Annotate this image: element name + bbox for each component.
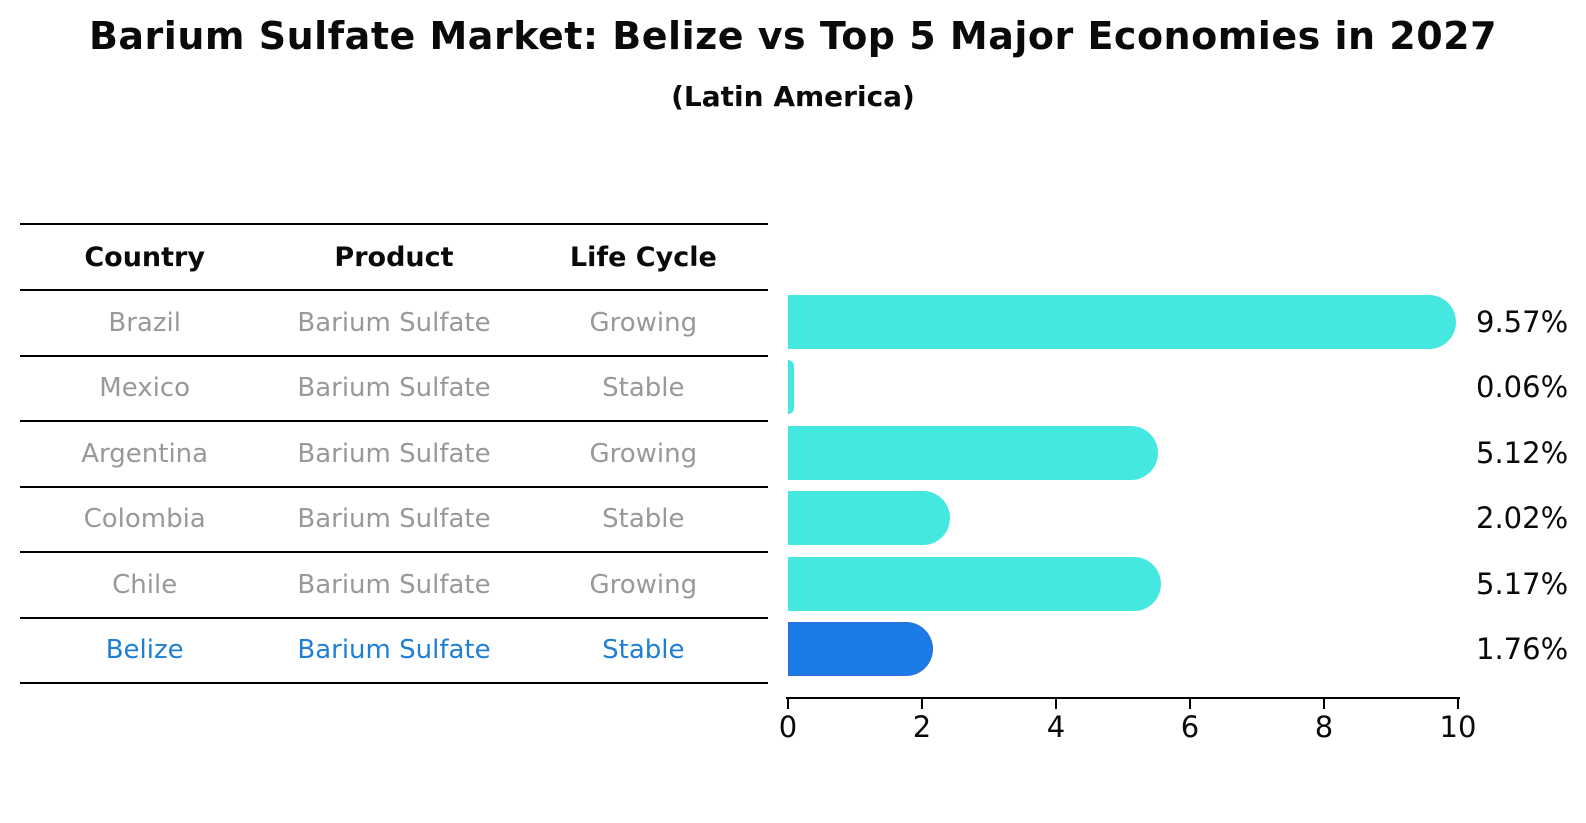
table-row: Mexico Barium Sulfate Stable [20, 357, 768, 422]
table-cell-country: Mexico [99, 373, 191, 404]
x-axis-tick-label: 8 [1314, 710, 1334, 744]
bar-argentina [788, 425, 1159, 480]
table-cell-country: Colombia [83, 504, 206, 535]
table-cell-life-cycle: Stable [602, 635, 685, 666]
bar-colombia [788, 491, 951, 545]
table-row: Colombia Barium Sulfate Stable [20, 488, 768, 553]
table-cell-country: Chile [112, 569, 178, 600]
x-axis-tick [1457, 699, 1459, 709]
bar-value-label: 9.57% [1476, 304, 1569, 339]
x-axis-tick [787, 699, 789, 709]
table-cell-product: Barium Sulfate [297, 504, 491, 535]
bar-value-label: 1.76% [1476, 632, 1569, 667]
table-rows: Brazil Barium Sulfate Growing Mexico Barium … [20, 291, 768, 684]
table-cell-product: Barium Sulfate [297, 438, 491, 469]
x-axis-tick [921, 699, 923, 709]
x-axis-tick [1323, 699, 1325, 709]
column-header-product: Product [334, 241, 454, 273]
column-header-life-cycle: Life Cycle [569, 241, 717, 273]
table-cell-country: Belize [105, 635, 184, 666]
bar-belize [788, 622, 933, 676]
bar-mexico [788, 360, 794, 414]
table-cell-life-cycle: Stable [602, 504, 685, 535]
table-cell-product: Barium Sulfate [297, 569, 491, 600]
country-table: Country Product Life Cycle Brazil Barium … [20, 223, 768, 684]
x-axis-tick-label: 10 [1439, 710, 1477, 744]
table-row: Argentina Barium Sulfate Growing [20, 422, 768, 488]
table-cell-life-cycle: Growing [589, 438, 698, 469]
table-row: Brazil Barium Sulfate Growing [20, 291, 768, 357]
table-cell-country: Brazil [108, 307, 181, 338]
x-axis-tick-label: 0 [778, 710, 798, 744]
table-cell-life-cycle: Growing [589, 569, 698, 600]
x-axis-tick [1189, 699, 1191, 709]
chart-subtitle: (Latin America) [671, 80, 915, 113]
bar-brazil [788, 294, 1457, 349]
bar-chile [788, 556, 1162, 611]
table-cell-life-cycle: Growing [589, 307, 698, 338]
table-cell-life-cycle: Stable [602, 373, 685, 404]
table-cell-product: Barium Sulfate [297, 635, 491, 666]
table-row: Belize Barium Sulfate Stable [20, 619, 768, 684]
bar-value-label: 2.02% [1476, 501, 1569, 536]
table-cell-country: Argentina [81, 438, 209, 469]
x-axis-tick-label: 6 [1180, 710, 1200, 744]
x-axis-tick-label: 4 [1046, 710, 1066, 744]
table-cell-product: Barium Sulfate [297, 373, 491, 404]
table-cell-product: Barium Sulfate [297, 307, 491, 338]
bar-value-label: 5.17% [1476, 566, 1569, 601]
table-row: Chile Barium Sulfate Growing [20, 553, 768, 619]
x-axis-tick-label: 2 [912, 710, 932, 744]
x-axis-line [786, 697, 1460, 699]
bar-value-label: 0.06% [1476, 370, 1569, 405]
column-header-country: Country [84, 241, 205, 273]
bar-value-label: 5.12% [1476, 435, 1569, 470]
x-axis-tick [1055, 699, 1057, 709]
table-header-row: Country Product Life Cycle [20, 223, 768, 291]
chart-title: Barium Sulfate Market: Belize vs Top 5 M… [88, 14, 1498, 58]
